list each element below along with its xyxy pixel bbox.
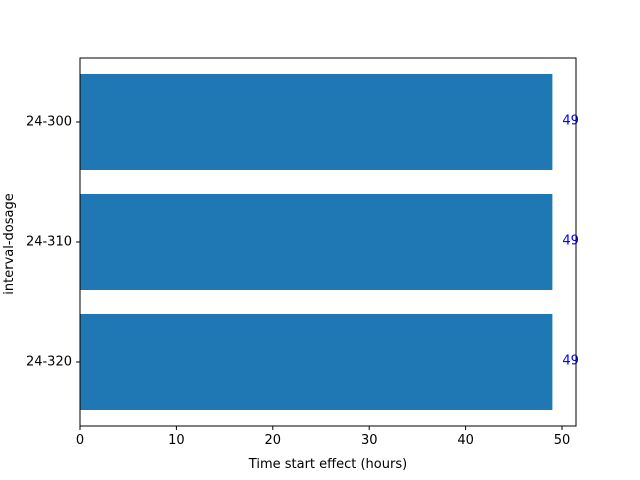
x-tick-label-50: 50 <box>554 433 571 448</box>
y-tick-label-24-300: 24-300 <box>26 115 72 130</box>
data-label-24-320: 49 <box>562 354 579 369</box>
bar-24-310 <box>80 194 553 290</box>
bar-24-320 <box>80 314 553 410</box>
bar-24-300 <box>80 74 553 170</box>
x-tick-label-40: 40 <box>457 433 474 448</box>
bars <box>80 74 553 410</box>
x-axis-label: Time start effect (hours) <box>248 457 407 472</box>
data-label-24-300: 49 <box>562 114 579 129</box>
x-tick-label-0: 0 <box>76 433 84 448</box>
data-label-24-310: 49 <box>562 234 579 249</box>
x-tick-label-30: 30 <box>361 433 378 448</box>
y-tick-label-24-320: 24-320 <box>26 355 72 370</box>
y-tick-label-24-310: 24-310 <box>26 235 72 250</box>
data-labels: 49 49 49 <box>562 114 579 369</box>
x-tick-label-10: 10 <box>168 433 185 448</box>
x-tick-label-20: 20 <box>265 433 282 448</box>
y-axis-label: interval-dosage <box>2 193 17 294</box>
axis-ticks: 24-300 24-310 24-320 0 10 20 30 40 50 <box>26 57 577 448</box>
axes-frame <box>79 57 577 427</box>
